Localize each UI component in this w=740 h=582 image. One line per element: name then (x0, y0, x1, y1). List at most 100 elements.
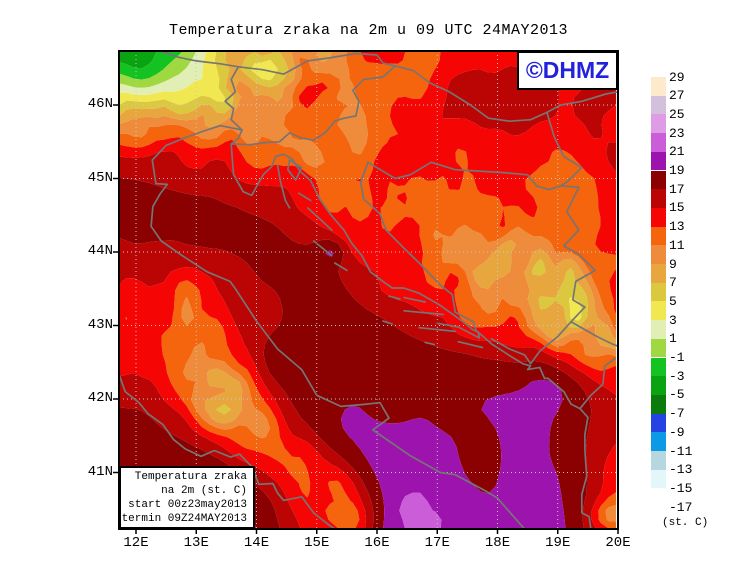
island-solta (388, 295, 401, 300)
border-slovenia-croatia (231, 65, 396, 146)
dhmz-logo-box: ©DHMZ (517, 51, 618, 90)
colorbar-cell (651, 95, 666, 115)
colorbar-cell (651, 226, 666, 246)
temp-band (119, 51, 183, 80)
colorbar-label: 3 (669, 312, 677, 328)
border-croatia-serbia (546, 111, 583, 187)
colorbar-cell (651, 394, 666, 414)
border-drina (529, 185, 596, 365)
y-axis-label: 41N (87, 463, 113, 480)
temp-band (119, 177, 592, 529)
colorbar-cell (651, 133, 666, 152)
dhmz-logo-text: ©DHMZ (525, 57, 610, 83)
colorbar-cell (651, 207, 666, 227)
colorbar-cell (651, 151, 666, 171)
legend-line: start 00z23may2013 (128, 499, 247, 511)
colorbar-label: 11 (669, 237, 685, 253)
coastlines-borders (119, 51, 618, 529)
colorbar-unit: (st. C) (662, 517, 709, 530)
colorbar-label: -17 (669, 499, 693, 515)
page-title: Temperatura zraka na 2m u 09 UTC 24MAY20… (168, 22, 569, 39)
border-bosnia-montenegro-coastal (490, 337, 532, 365)
legend-box: Temperatura zraka na 2m (st. C) start 00z2… (119, 466, 255, 529)
y-axis-label: 45N (87, 169, 113, 186)
legend-line: Temperatura zraka (134, 471, 247, 483)
colorbar-label: 25 (669, 106, 685, 122)
temp-band (119, 51, 617, 529)
island-dugi-otok (312, 240, 333, 257)
colorbar-cell (651, 189, 666, 208)
colorbar-label: -11 (669, 443, 693, 459)
colorbar-label: 1 (669, 331, 677, 347)
colorbar-cell (651, 170, 666, 190)
colorbar-cell (651, 469, 666, 489)
y-axis-label: 46N (87, 96, 113, 112)
italy-tyrrhenian-coast (119, 373, 336, 529)
colorbar-cell (651, 488, 666, 508)
colorbar-cell (651, 376, 666, 395)
italy-adriatic-coast (150, 124, 526, 529)
island-lastovo (424, 341, 436, 346)
temp-band (119, 51, 157, 69)
temperature-field (119, 51, 617, 529)
y-axis-label: 42N (87, 390, 113, 406)
temp-band (119, 51, 197, 88)
colorbar-label: -1 (669, 350, 685, 365)
x-axis-label: 13E (183, 535, 209, 551)
border-croatia-bosnia-north (367, 161, 562, 191)
colorbar-label: 27 (669, 88, 685, 104)
border-italy-slovenia (224, 65, 243, 131)
legend-line: termin 09Z24MAY2013 (121, 513, 247, 525)
colorbar-label: 19 (669, 163, 685, 178)
colorbar-label: 9 (669, 256, 677, 272)
temp-band (119, 51, 617, 522)
x-axis-label: 20E (605, 535, 631, 551)
colorbar-label: -3 (669, 368, 685, 384)
colorbar-label: 23 (669, 125, 685, 141)
island-mljet (457, 340, 484, 349)
temp-band (399, 492, 442, 529)
colorbar-cell (651, 282, 666, 302)
island-pag (306, 207, 333, 231)
colorbar-cell (651, 301, 666, 321)
colorbar-cell (651, 357, 666, 377)
island-krk (286, 159, 303, 181)
colorbar-cell (651, 264, 666, 283)
x-axis-label: 19E (545, 535, 571, 551)
colorbar-cell (651, 245, 666, 264)
colorbar-cell (651, 114, 666, 134)
colorbar-cell (651, 320, 666, 339)
island-cres (276, 164, 291, 209)
island-vis (382, 320, 393, 325)
colorbar-label: 21 (669, 144, 685, 160)
colorbar-label: -5 (669, 387, 685, 403)
temp-band (119, 51, 207, 95)
island-korcula (418, 326, 457, 333)
colorbar-label: -13 (669, 462, 693, 478)
colorbar-cell (651, 432, 666, 451)
colorbar-cell (651, 77, 666, 96)
colorbar-label: 7 (669, 275, 677, 291)
colorbar-label: 15 (669, 200, 685, 216)
colorbar-label: -9 (669, 424, 685, 440)
colorbar-cell (651, 451, 666, 470)
island-hvar (403, 309, 445, 316)
colorbar-label: -15 (669, 480, 693, 496)
colorbar-label: 5 (669, 293, 677, 309)
x-axis-label: 17E (424, 535, 450, 551)
colorbar-label: 29 (669, 69, 685, 85)
colorbar-cell (651, 413, 666, 433)
peljesac-peninsula (436, 322, 481, 339)
plot-frame (118, 50, 619, 530)
border-montenegro-albania (579, 357, 616, 410)
x-axis-label: 16E (364, 535, 390, 551)
x-axis-label: 18E (484, 535, 511, 551)
axis-ticks (113, 104, 619, 534)
colorbar-label: -7 (669, 406, 685, 422)
y-axis-label: 43N (87, 316, 113, 333)
island-kornati (333, 262, 348, 272)
legend-line: na 2m (st. C) (161, 485, 247, 497)
